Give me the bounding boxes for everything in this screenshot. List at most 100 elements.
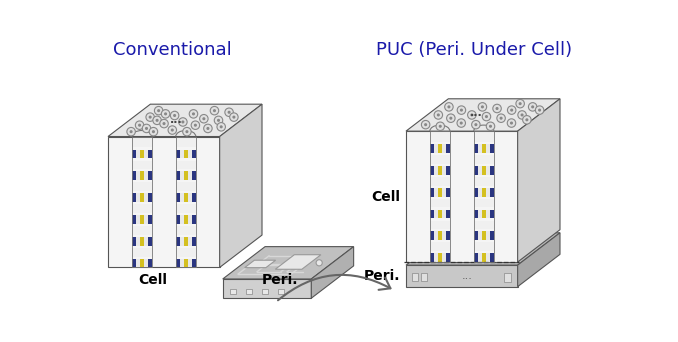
Polygon shape xyxy=(132,237,136,246)
Circle shape xyxy=(519,102,521,105)
Polygon shape xyxy=(275,255,321,269)
Circle shape xyxy=(199,115,208,123)
Polygon shape xyxy=(136,237,140,246)
Polygon shape xyxy=(434,177,438,186)
Circle shape xyxy=(523,116,531,124)
Bar xyxy=(504,273,511,282)
Polygon shape xyxy=(144,204,148,213)
Polygon shape xyxy=(478,199,482,208)
Polygon shape xyxy=(430,210,434,219)
Circle shape xyxy=(439,125,442,128)
Polygon shape xyxy=(144,237,148,246)
Polygon shape xyxy=(482,166,486,175)
Polygon shape xyxy=(140,182,144,191)
Circle shape xyxy=(457,119,466,127)
Polygon shape xyxy=(176,248,180,256)
Polygon shape xyxy=(482,199,486,208)
Polygon shape xyxy=(474,253,478,262)
Polygon shape xyxy=(490,232,494,240)
Polygon shape xyxy=(192,215,196,224)
Polygon shape xyxy=(184,171,188,180)
Polygon shape xyxy=(430,232,434,240)
Polygon shape xyxy=(192,237,196,246)
Circle shape xyxy=(422,120,430,129)
Polygon shape xyxy=(478,166,482,175)
Polygon shape xyxy=(136,215,140,224)
Circle shape xyxy=(437,114,440,117)
Circle shape xyxy=(471,114,473,117)
Polygon shape xyxy=(192,182,196,191)
Polygon shape xyxy=(446,199,450,208)
Polygon shape xyxy=(140,171,144,180)
Circle shape xyxy=(489,125,492,128)
Polygon shape xyxy=(486,242,490,251)
Circle shape xyxy=(129,130,133,133)
Circle shape xyxy=(206,127,210,130)
Circle shape xyxy=(178,118,187,126)
Polygon shape xyxy=(482,177,486,186)
Polygon shape xyxy=(442,155,446,164)
Polygon shape xyxy=(438,144,442,153)
Polygon shape xyxy=(482,232,486,240)
Polygon shape xyxy=(478,210,482,219)
Polygon shape xyxy=(176,160,180,169)
Polygon shape xyxy=(442,188,446,197)
Polygon shape xyxy=(132,193,136,202)
Polygon shape xyxy=(192,171,196,180)
Polygon shape xyxy=(180,160,184,169)
Polygon shape xyxy=(188,226,192,235)
Circle shape xyxy=(148,116,152,119)
Polygon shape xyxy=(446,144,450,153)
Polygon shape xyxy=(188,248,192,256)
Text: Peri.: Peri. xyxy=(262,273,298,287)
Polygon shape xyxy=(223,279,311,298)
Polygon shape xyxy=(176,204,180,213)
Polygon shape xyxy=(148,204,152,213)
Polygon shape xyxy=(478,177,482,186)
Polygon shape xyxy=(188,139,192,147)
Polygon shape xyxy=(438,232,442,240)
Polygon shape xyxy=(434,253,438,262)
Circle shape xyxy=(142,124,151,133)
Polygon shape xyxy=(442,210,446,219)
Polygon shape xyxy=(486,188,490,197)
Circle shape xyxy=(516,100,524,108)
Polygon shape xyxy=(490,155,494,164)
Polygon shape xyxy=(517,233,560,287)
Circle shape xyxy=(531,105,534,108)
Polygon shape xyxy=(180,139,184,147)
Polygon shape xyxy=(438,188,442,197)
Circle shape xyxy=(191,121,199,129)
Polygon shape xyxy=(478,221,482,229)
Polygon shape xyxy=(490,144,494,153)
Polygon shape xyxy=(490,242,494,251)
Circle shape xyxy=(161,110,170,118)
Polygon shape xyxy=(136,149,140,158)
Bar xyxy=(230,289,236,294)
Polygon shape xyxy=(188,204,192,213)
Circle shape xyxy=(145,127,148,130)
Polygon shape xyxy=(148,193,152,202)
Polygon shape xyxy=(406,233,560,265)
Polygon shape xyxy=(478,232,482,240)
Polygon shape xyxy=(148,139,152,147)
Polygon shape xyxy=(482,133,486,142)
Polygon shape xyxy=(474,177,478,186)
Polygon shape xyxy=(482,210,486,219)
Polygon shape xyxy=(517,99,560,262)
Polygon shape xyxy=(180,182,184,191)
Polygon shape xyxy=(223,247,354,279)
Polygon shape xyxy=(192,149,196,158)
Polygon shape xyxy=(132,149,136,158)
Polygon shape xyxy=(184,259,188,267)
Polygon shape xyxy=(474,188,478,197)
Polygon shape xyxy=(438,166,442,175)
Polygon shape xyxy=(192,139,196,147)
Polygon shape xyxy=(442,133,446,142)
Polygon shape xyxy=(446,242,450,251)
Polygon shape xyxy=(490,210,494,219)
Polygon shape xyxy=(184,193,188,202)
Circle shape xyxy=(538,108,541,111)
Polygon shape xyxy=(442,221,446,229)
Bar xyxy=(277,289,284,294)
